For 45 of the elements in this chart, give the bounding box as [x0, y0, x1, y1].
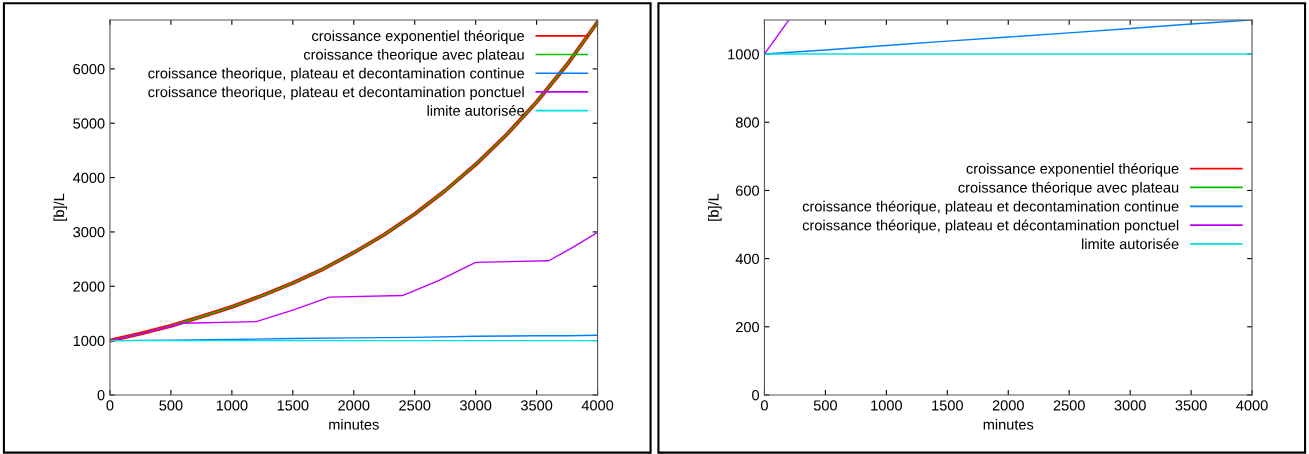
x-tick-label: 3500: [1175, 400, 1207, 411]
x-tick-label: 1500: [277, 400, 309, 411]
y-tick-label: 200: [736, 321, 760, 333]
y-tick-label: 1000: [73, 335, 105, 347]
legend-label: croissance exponentiel théorique: [966, 162, 1179, 177]
y-tick-label: 0: [97, 390, 105, 401]
legend-label: limite autorisée: [427, 104, 524, 116]
x-tick-label: 2000: [992, 400, 1024, 411]
y-axis-title: [b]/L: [53, 193, 68, 221]
legend-label: croissance theorique, plateau et decontamination ponctuel: [148, 86, 524, 101]
y-axis-title: [b]/L: [708, 193, 722, 221]
y-tick-label: 6000: [73, 63, 105, 75]
y-tick-label: 600: [736, 185, 760, 196]
x-axis-title: minutes: [983, 418, 1034, 430]
x-axis-title: minutes: [329, 418, 379, 430]
x-tick-label: 1000: [216, 400, 248, 411]
x-tick-label: 1000: [871, 400, 903, 411]
legend-label: limite autorisée: [1082, 238, 1179, 250]
x-tick-label: 4000: [581, 400, 614, 411]
x-tick-label: 3500: [520, 400, 553, 411]
x-tick-label: 500: [813, 400, 837, 411]
y-tick-label: 4000: [72, 172, 105, 184]
x-tick-label: 0: [106, 400, 114, 411]
legend-label: croissance théorique, plateau et decontamination continue: [802, 200, 1179, 215]
x-tick-label: 4000: [1236, 400, 1268, 411]
legend-label: croissance theorique avec plateau: [303, 49, 524, 63]
y-tick-label: 0: [752, 390, 760, 401]
x-tick-label: 3000: [459, 400, 492, 411]
legend-label: croissance théorique avec plateau: [958, 181, 1179, 196]
y-tick-label: 400: [735, 253, 760, 265]
legend-label: croissance exponentiel théorique: [312, 30, 525, 44]
y-tick-label: 3000: [73, 227, 105, 238]
y-tick-label: 1000: [728, 49, 760, 60]
x-tick-label: 2500: [399, 400, 431, 411]
x-tick-label: 2500: [1053, 400, 1085, 411]
x-tick-label: 1500: [932, 400, 963, 411]
y-tick-label: 5000: [73, 118, 105, 129]
legend-label: croissance théorique, plateau et décontamination ponctuel: [802, 219, 1179, 234]
legend-label: croissance theorique, plateau et decontamination continue: [148, 67, 525, 82]
x-tick-label: 3000: [1114, 400, 1146, 411]
y-tick-label: 800: [735, 117, 760, 128]
x-tick-label: 2000: [338, 400, 370, 411]
x-tick-label: 500: [159, 400, 183, 411]
x-tick-label: 0: [760, 400, 768, 411]
y-tick-label: 2000: [73, 281, 105, 292]
